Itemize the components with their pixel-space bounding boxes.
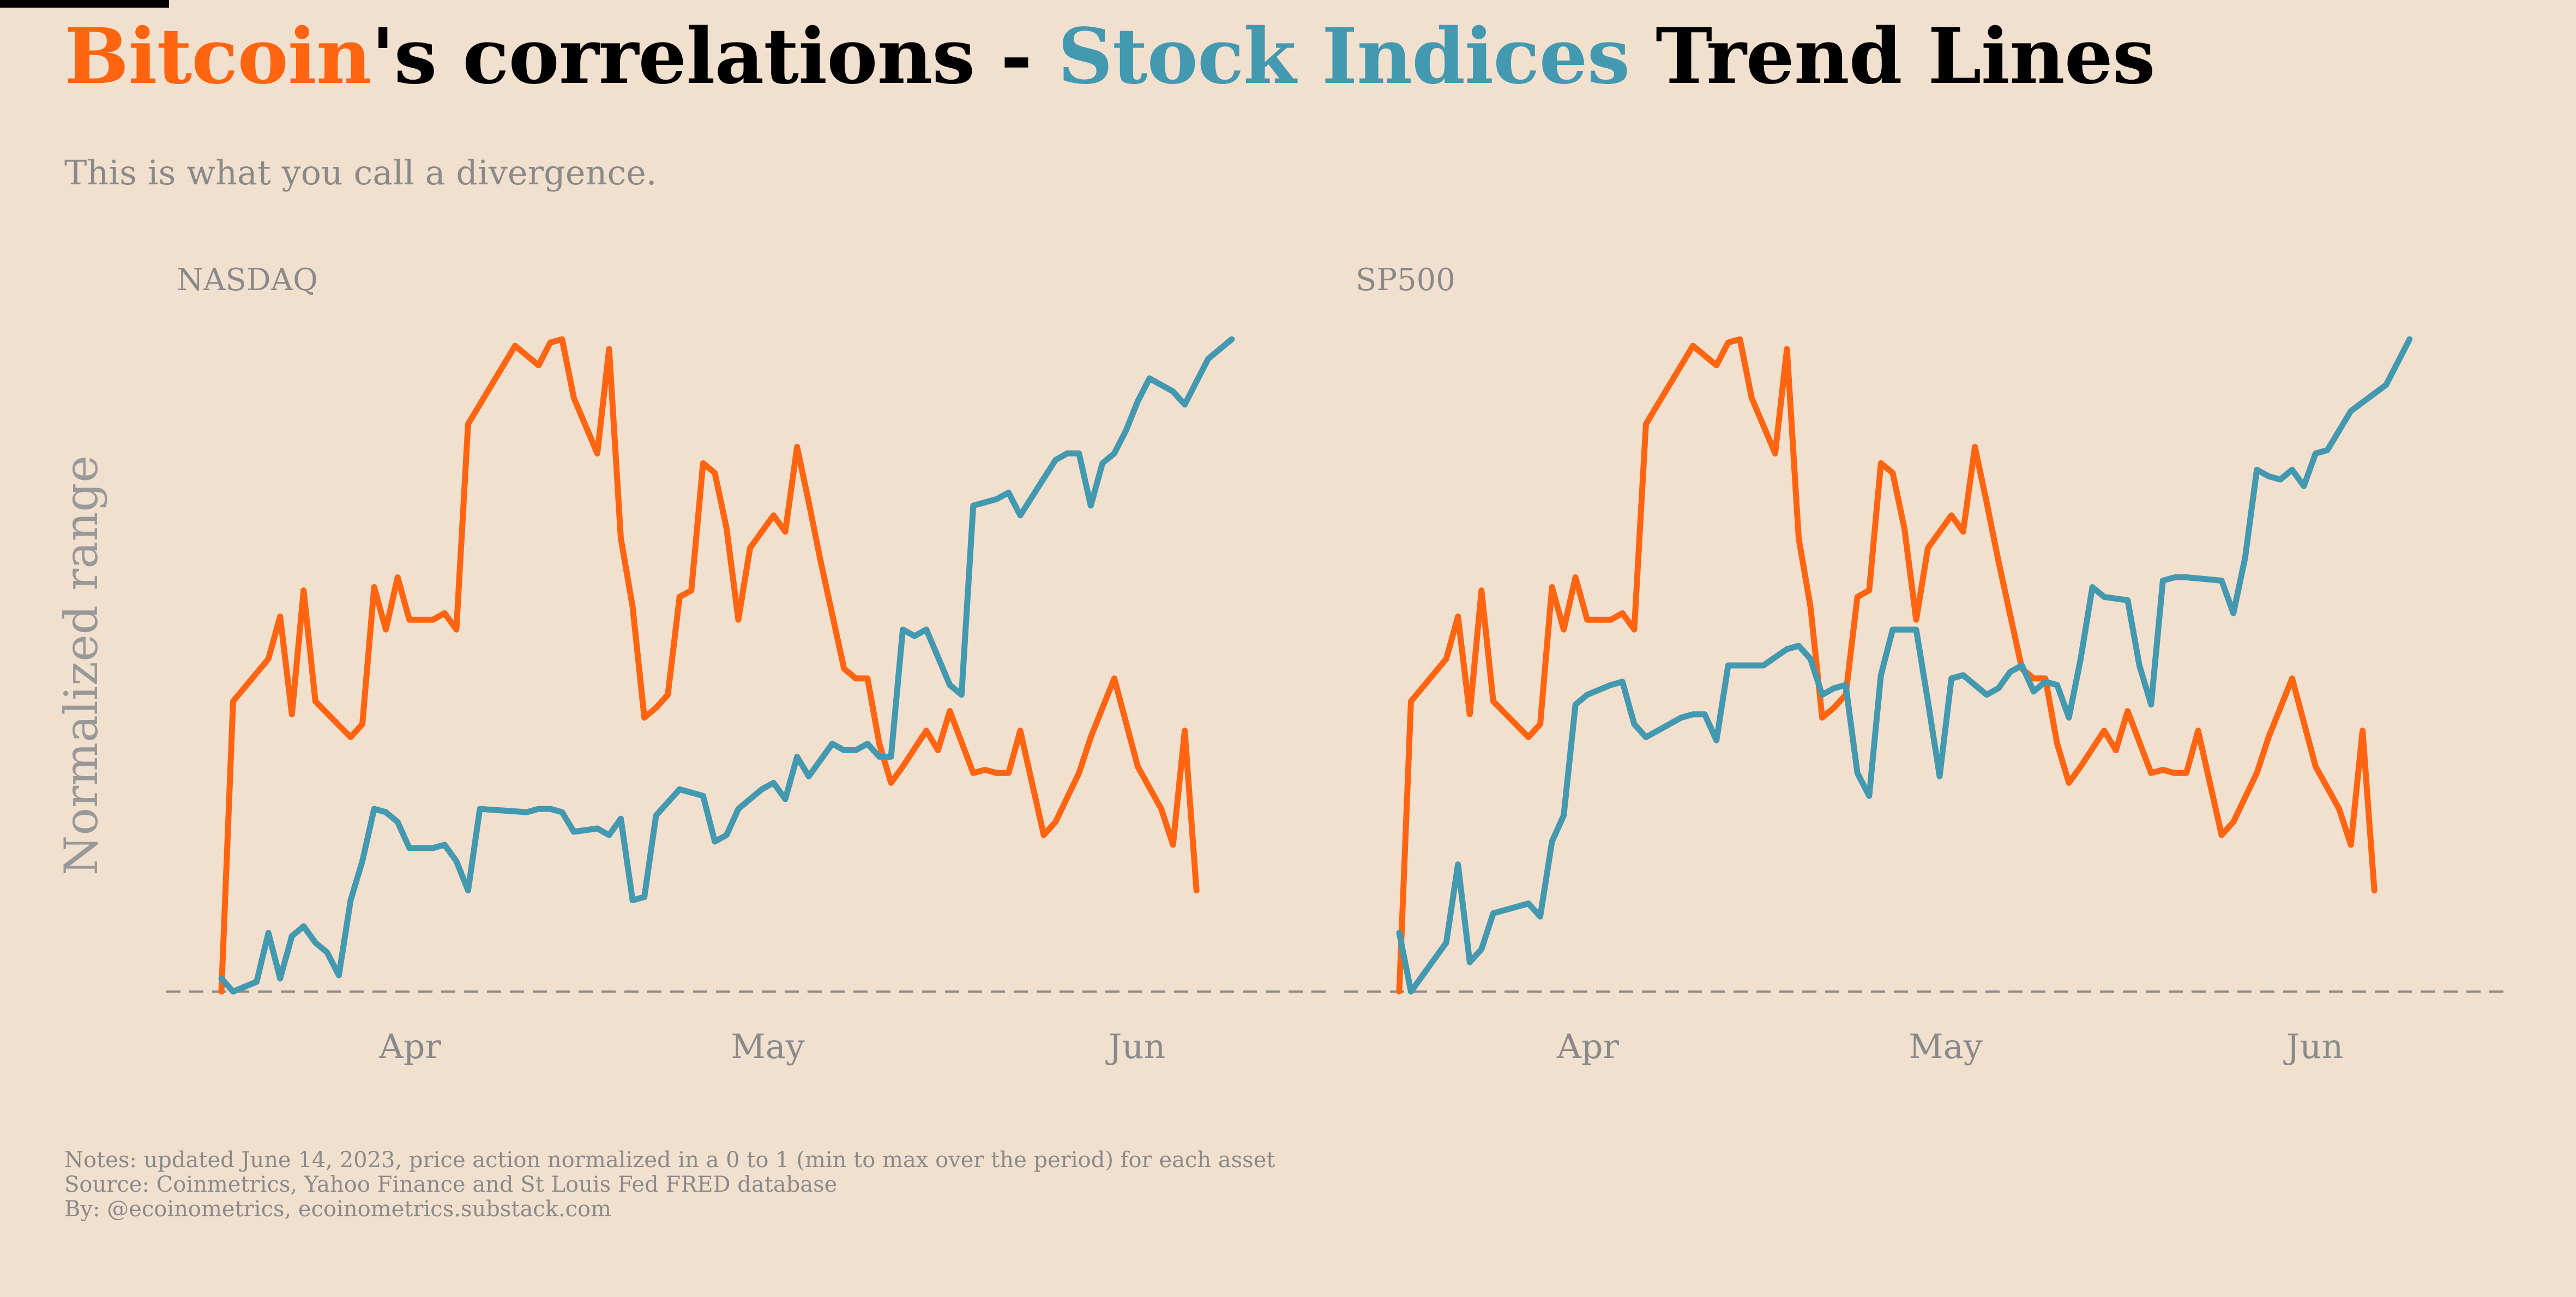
title-stock-indices: Stock Indices — [1057, 12, 1630, 101]
byline: By: @ecoinometrics, ecoinometrics.substa… — [64, 1197, 612, 1222]
series-line-bitcoin — [218, 336, 1200, 995]
series-line-bitcoin — [1396, 336, 2378, 995]
page-title: Bitcoin's correlations - Stock Indices T… — [64, 12, 2156, 101]
series-line-nasdaq — [218, 336, 1235, 995]
x-tick-label: May — [1909, 1026, 1982, 1066]
panel-title: NASDAQ — [177, 262, 318, 298]
x-tick-label: Apr — [378, 1026, 441, 1066]
x-tick-label: May — [731, 1026, 804, 1066]
title-trend-lines: Trend Lines — [1629, 12, 2156, 101]
y-axis-label: Normalized range — [55, 455, 108, 875]
source-line: Source: Coinmetrics, Yahoo Finance and S… — [64, 1172, 838, 1197]
title-bitcoin: Bitcoin — [64, 12, 372, 101]
notes-line: Notes: updated June 14, 2023, price acti… — [64, 1148, 1275, 1173]
x-tick-label: Apr — [1556, 1026, 1619, 1066]
chart-panel-sp500: SP500 Apr May Jun — [1344, 262, 2508, 1066]
title-correlations: 's correlations - — [371, 12, 1058, 101]
page-subtitle: This is what you call a divergence. — [64, 153, 657, 193]
series-line-sp500 — [1396, 336, 2413, 995]
x-tick-label: Jun — [2283, 1026, 2344, 1066]
x-tick-label: Jun — [1105, 1026, 1166, 1066]
top-accent-bar — [0, 0, 169, 8]
chart-panel-nasdaq: NASDAQ Normalized range Apr May Jun — [55, 262, 1331, 1066]
panel-title: SP500 — [1356, 262, 1455, 298]
footnotes: Notes: updated June 14, 2023, price acti… — [64, 1148, 1275, 1222]
